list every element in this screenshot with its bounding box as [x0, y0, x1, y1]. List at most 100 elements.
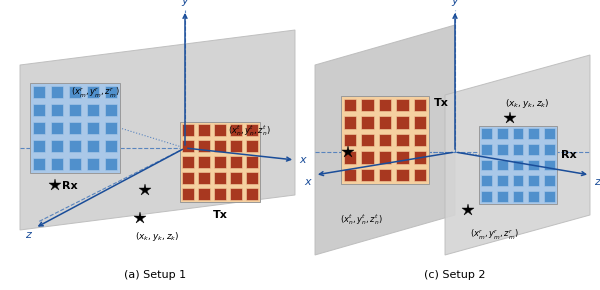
Bar — [544, 160, 554, 171]
Bar — [214, 156, 226, 168]
Bar — [481, 128, 492, 139]
Bar — [512, 144, 523, 155]
Bar — [33, 140, 46, 152]
Bar — [230, 140, 242, 152]
Bar — [414, 134, 427, 146]
Bar — [397, 134, 409, 146]
Bar — [230, 188, 242, 200]
Bar — [544, 144, 554, 155]
Bar — [341, 96, 429, 184]
Bar — [497, 191, 508, 202]
Bar — [33, 158, 46, 170]
Bar — [397, 151, 409, 164]
Bar — [481, 175, 492, 186]
Bar — [344, 151, 356, 164]
Bar — [497, 160, 508, 171]
Text: Tx: Tx — [212, 210, 227, 220]
Text: (c) Setup 2: (c) Setup 2 — [424, 270, 486, 280]
Bar — [497, 144, 508, 155]
Bar — [247, 188, 257, 200]
Bar — [379, 134, 391, 146]
Bar — [361, 151, 374, 164]
Text: $(x^t_n, y^t_n, z^t_n)$: $(x^t_n, y^t_n, z^t_n)$ — [340, 212, 383, 227]
Bar — [105, 140, 118, 152]
Polygon shape — [315, 25, 455, 255]
Bar — [33, 122, 46, 134]
Bar — [105, 104, 118, 116]
Bar — [528, 191, 539, 202]
Text: $(x^r_m, y^r_m, z^r_m)$: $(x^r_m, y^r_m, z^r_m)$ — [71, 86, 119, 100]
Bar — [87, 140, 100, 152]
Text: z: z — [594, 177, 600, 187]
Text: (a) Setup 1: (a) Setup 1 — [124, 270, 186, 280]
Bar — [379, 99, 391, 111]
Bar — [361, 116, 374, 128]
Bar — [182, 188, 194, 200]
Bar — [214, 124, 226, 136]
Bar — [87, 158, 100, 170]
Bar — [214, 172, 226, 184]
Bar — [199, 188, 209, 200]
Bar — [497, 128, 508, 139]
Text: Rx: Rx — [561, 150, 577, 160]
Bar — [497, 175, 508, 186]
Bar — [230, 156, 242, 168]
Bar — [528, 160, 539, 171]
Bar — [87, 122, 100, 134]
Bar — [397, 99, 409, 111]
Bar — [69, 86, 82, 98]
Bar — [479, 126, 557, 204]
Bar — [247, 172, 257, 184]
Bar — [379, 116, 391, 128]
Bar — [361, 169, 374, 181]
Bar — [105, 86, 118, 98]
Bar — [199, 156, 209, 168]
Bar — [379, 151, 391, 164]
Bar — [544, 191, 554, 202]
Bar — [379, 169, 391, 181]
Bar — [247, 124, 257, 136]
Bar — [214, 188, 226, 200]
Bar — [214, 140, 226, 152]
Bar — [512, 191, 523, 202]
Bar — [481, 144, 492, 155]
Bar — [180, 122, 260, 202]
Bar — [87, 86, 100, 98]
Bar — [69, 158, 82, 170]
Bar — [105, 122, 118, 134]
Bar — [247, 156, 257, 168]
Bar — [247, 140, 257, 152]
Bar — [414, 169, 427, 181]
Bar — [182, 140, 194, 152]
Bar — [344, 116, 356, 128]
Bar — [182, 156, 194, 168]
Bar — [199, 124, 209, 136]
Bar — [50, 104, 64, 116]
Bar — [361, 134, 374, 146]
Bar — [414, 116, 427, 128]
Text: Rx: Rx — [62, 181, 78, 191]
Bar — [397, 169, 409, 181]
Bar — [344, 169, 356, 181]
Bar — [512, 175, 523, 186]
Text: y: y — [182, 0, 188, 6]
Bar — [105, 158, 118, 170]
Bar — [414, 99, 427, 111]
Text: x: x — [299, 155, 305, 165]
Bar — [30, 83, 120, 173]
Bar — [50, 122, 64, 134]
Bar — [33, 104, 46, 116]
Bar — [199, 140, 209, 152]
Bar — [481, 160, 492, 171]
Text: Tx: Tx — [434, 98, 449, 108]
Bar — [512, 160, 523, 171]
Bar — [481, 191, 492, 202]
Bar — [544, 128, 554, 139]
Text: z: z — [25, 230, 31, 240]
Bar — [50, 86, 64, 98]
Bar — [182, 124, 194, 136]
Bar — [230, 124, 242, 136]
Bar — [50, 140, 64, 152]
Bar — [414, 151, 427, 164]
Bar — [544, 175, 554, 186]
